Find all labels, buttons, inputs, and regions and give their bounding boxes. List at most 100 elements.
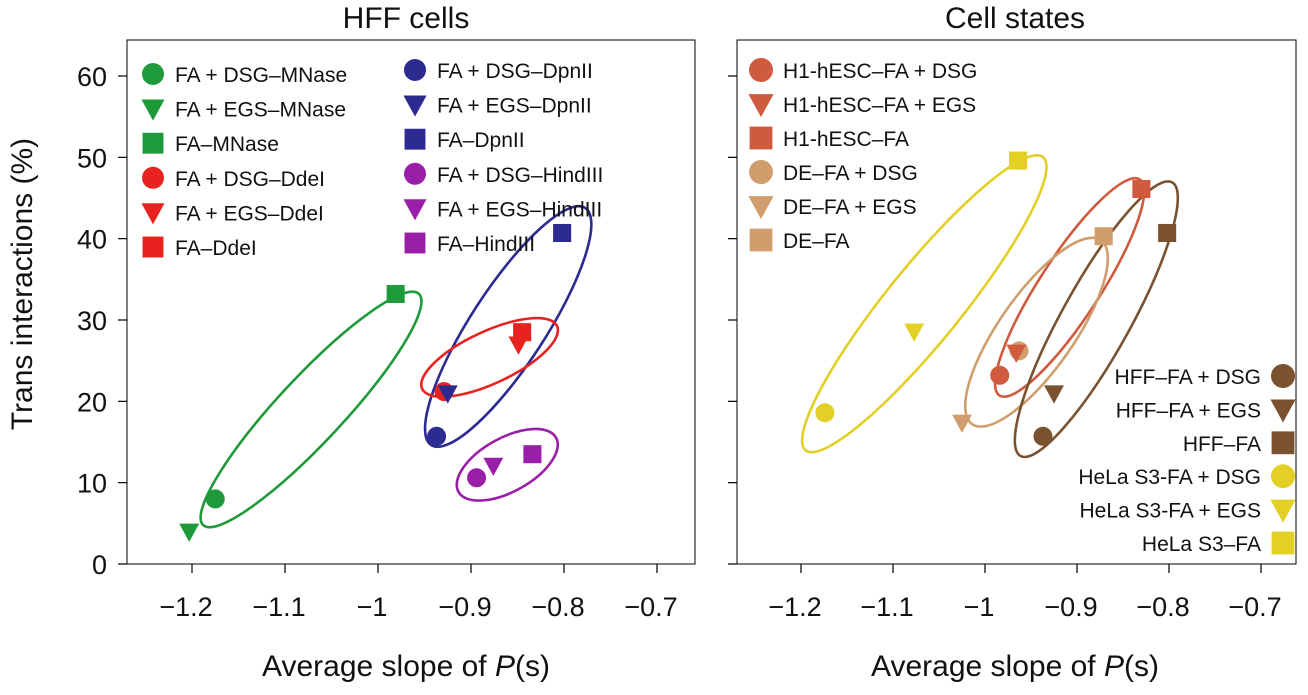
y-tick-label: 60 bbox=[77, 62, 107, 92]
legend-de-fa-egs-marker bbox=[748, 196, 774, 220]
x-tick-label: −0.7 bbox=[1228, 592, 1281, 622]
point-hela-s3-fa-dsg bbox=[815, 403, 835, 423]
cluster-ellipse-1 bbox=[199, 290, 423, 529]
legend-fa-egs-mnase-marker bbox=[141, 99, 165, 121]
panel-title: HFF cells bbox=[343, 2, 470, 35]
legend-fa-mnase-marker bbox=[142, 132, 164, 154]
legend-fa-dsg-mnase-label: FA + DSG–MNase bbox=[175, 64, 347, 87]
legend-hela-s3-fa-egs-label: HeLa S3-FA + EGS bbox=[1079, 500, 1261, 523]
legend-h1-hesc-fa-dsg-label: H1-hESC–FA + DSG bbox=[783, 60, 977, 83]
y-tick-label: 50 bbox=[77, 143, 107, 173]
legend-fa-dsg-ddei-marker bbox=[142, 166, 164, 189]
legend: FA + DSG–MNase FA + EGS–MNase FA–MNase FA +… bbox=[141, 59, 603, 260]
point-fa-hindiii bbox=[523, 445, 542, 464]
plot-area-frame bbox=[126, 39, 696, 565]
x-tick-label: −1.2 bbox=[159, 592, 212, 622]
legend-fa-egs-dpnii-label: FA + EGS–DpnII bbox=[437, 95, 592, 118]
point-fa-dsg-hindiii bbox=[467, 468, 487, 488]
x-tick-label: −0.8 bbox=[1136, 592, 1189, 622]
point-fa-egs-hindiii bbox=[483, 457, 504, 476]
legend-fa-dpnii-label: FA–DpnII bbox=[437, 129, 525, 152]
point-fa-dsg-dpnii bbox=[427, 426, 447, 446]
legend-hela-s3-fa-label: HeLa S3–FA bbox=[1142, 533, 1261, 556]
point-fa-dpnii bbox=[553, 223, 572, 242]
legend-hela-s3-fa-egs-marker bbox=[1270, 499, 1296, 523]
point-hela-s3-fa bbox=[1009, 151, 1028, 170]
legend-hff-fa-marker bbox=[1271, 431, 1295, 455]
legend-fa-hindiii-label: FA–HindIII bbox=[437, 233, 535, 256]
point-fa-egs-dpnii bbox=[437, 385, 458, 404]
legend-h1-hesc-fa-egs-marker bbox=[748, 94, 774, 118]
y-axis-ticks bbox=[728, 75, 737, 565]
legend-fa-ddei-marker bbox=[142, 236, 164, 258]
cluster-ellipse-3 bbox=[963, 236, 1110, 428]
x-tick-label: −0.9 bbox=[438, 592, 491, 622]
legend-de-fa-dsg-label: DE–FA + DSG bbox=[783, 162, 918, 185]
legend-h1-hesc-fa-dsg-marker bbox=[749, 58, 773, 82]
panel-cell-states: Cell states Average slope of P(s) −1.2 −1… bbox=[728, 2, 1297, 683]
point-de-fa-egs bbox=[952, 414, 972, 433]
x-tick-label: −0.8 bbox=[531, 592, 584, 622]
legend-fa-dsg-mnase-marker bbox=[142, 63, 164, 85]
legend-fa-dsg-ddei-label: FA + DSG–DdeI bbox=[175, 168, 325, 191]
legend-h1-hesc-fa-marker bbox=[749, 126, 773, 150]
legend-fa-egs-mnase-label: FA + EGS–MNase bbox=[175, 99, 346, 122]
x-tick-label: −0.7 bbox=[624, 592, 677, 622]
point-h1-hesc-fa-dsg bbox=[990, 365, 1010, 385]
point-de-fa bbox=[1094, 227, 1113, 246]
legend-de-fa-marker bbox=[749, 228, 773, 252]
legend-fa-egs-hindiii-marker bbox=[403, 199, 427, 221]
legend-fa-mnase-label: FA–MNase bbox=[175, 133, 279, 156]
legend-de-fa-dsg-marker bbox=[749, 160, 773, 184]
cluster-ellipse-2 bbox=[423, 204, 593, 449]
point-fa-egs-mnase bbox=[179, 523, 200, 542]
legend-hff-fa-egs-label: HFF–FA + EGS bbox=[1116, 399, 1261, 422]
y-tick-label: 20 bbox=[77, 387, 107, 417]
legend-h1-hesc-fa-label: H1-hESC–FA bbox=[783, 128, 909, 151]
cluster-ellipse-4 bbox=[1013, 180, 1180, 459]
legend-fa-dpnii-marker bbox=[404, 128, 426, 150]
point-fa-dsg-mnase bbox=[205, 489, 225, 509]
legend-hela-s3-fa-marker bbox=[1271, 531, 1295, 555]
y-tick-label: 30 bbox=[77, 306, 107, 336]
legend-de-fa-egs-label: DE–FA + EGS bbox=[783, 196, 917, 219]
legend-fa-egs-ddei-marker bbox=[141, 203, 165, 225]
legend-de-fa-label: DE–FA bbox=[783, 230, 850, 253]
y-axis-ticks: 0 10 20 30 40 50 60 bbox=[77, 62, 127, 580]
legend-fa-ddei-label: FA–DdeI bbox=[175, 237, 257, 260]
x-axis-title: Average slope of P(s) bbox=[871, 650, 1159, 683]
ellipse-group bbox=[800, 153, 1180, 459]
legend-fa-egs-ddei-label: FA + EGS–DdeI bbox=[175, 202, 324, 225]
cluster-ellipse-3 bbox=[419, 316, 560, 399]
legend-hff-fa-dsg-marker bbox=[1271, 364, 1295, 388]
panel-hff-cells: HFF cells Trans interactions (%) Average… bbox=[6, 2, 696, 683]
x-axis-ticks: −1.2 −1.1 −1 −0.9 −0.8 −0.7 bbox=[768, 564, 1282, 622]
y-tick-label: 0 bbox=[92, 550, 107, 580]
x-axis-ticks: −1.2 −1.1 −1 −0.9 −0.8 −0.7 bbox=[159, 564, 678, 622]
cluster-ellipse-1 bbox=[800, 153, 1048, 454]
plot-area-frame bbox=[736, 39, 1297, 565]
ellipse-group bbox=[199, 204, 593, 529]
point-h1-hesc-fa bbox=[1132, 180, 1151, 199]
point-h1-hesc-fa-egs bbox=[1006, 344, 1027, 363]
legend-hff-fa-egs-marker bbox=[1270, 399, 1296, 423]
legend-fa-dsg-dpnii-label: FA + DSG–DpnII bbox=[437, 60, 593, 83]
legend-fa-hindiii-marker bbox=[404, 232, 426, 254]
cluster-ellipse-4 bbox=[455, 427, 560, 502]
point-fa-ddei bbox=[513, 323, 532, 342]
legend-hela-s3-fa-dsg-marker bbox=[1271, 464, 1295, 489]
y-tick-label: 10 bbox=[77, 469, 107, 499]
legend: H1-hESC–FA + DSG H1-hESC–FA + EGS H1-hESC–… bbox=[748, 58, 1296, 556]
x-tick-label: −1.1 bbox=[252, 592, 305, 622]
x-tick-label: −0.9 bbox=[1044, 592, 1097, 622]
legend-fa-dsg-hindiii-label: FA + DSG–HindIII bbox=[437, 164, 603, 187]
point-hff-fa-dsg bbox=[1033, 426, 1053, 446]
point-hff-fa-egs bbox=[1044, 385, 1064, 404]
point-hela-s3-fa-egs bbox=[904, 323, 925, 342]
y-axis-title: Trans interactions (%) bbox=[6, 138, 39, 430]
legend-fa-egs-hindiii-label: FA + EGS–HindIII bbox=[437, 198, 602, 221]
x-tick-label: −1 bbox=[964, 592, 995, 622]
x-axis-title: Average slope of P(s) bbox=[262, 650, 550, 683]
x-tick-label: −1.2 bbox=[768, 592, 821, 622]
legend-hff-fa-label: HFF–FA bbox=[1183, 433, 1261, 456]
